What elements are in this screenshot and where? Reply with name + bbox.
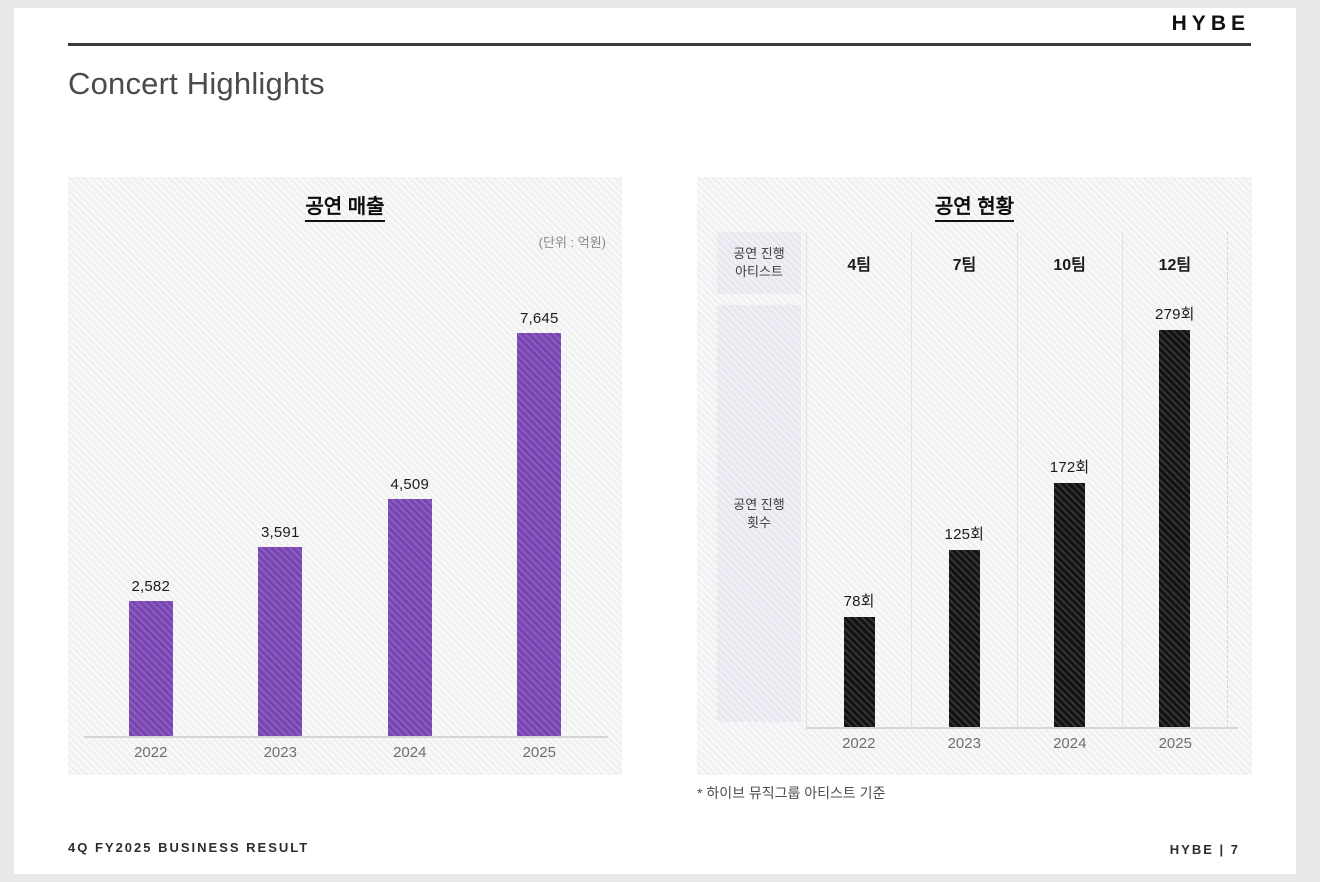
revenue-bars: 2,582 3,591 4,509 7,645 [86, 310, 604, 737]
revenue-x-labels: 2022 2023 2024 2025 [86, 744, 604, 761]
footnote: * 하이브 뮤직그룹 아티스트 기준 [697, 785, 886, 801]
revenue-bar-column: 2,582 [86, 578, 216, 737]
revenue-bar-column: 4,509 [345, 476, 475, 737]
revenue-bar [387, 499, 432, 737]
revenue-bar-column: 7,645 [475, 310, 605, 737]
status-chart-panel: 공연 현황 공연 진행 아티스트 공연 진행 횟수 4팀 78회 7팀 125회 10팀… [697, 177, 1252, 775]
bar-value-label: 7,645 [519, 310, 559, 327]
hybe-logo: HYBE [1171, 12, 1250, 35]
header-rule [68, 43, 1251, 46]
x-axis-label: 2025 [522, 744, 556, 761]
revenue-x-axis [84, 736, 608, 738]
bar-value-label: 4,509 [390, 476, 430, 493]
status-year-column: 10팀 172회 [1016, 232, 1122, 728]
revenue-bar-column: 3,591 [216, 524, 346, 737]
x-axis-label: 2022 [842, 735, 876, 752]
status-bar [843, 617, 875, 728]
bar-value-label: 2,582 [131, 578, 171, 595]
status-columns: 4팀 78회 7팀 125회 10팀 172회 12팀 279회 [806, 232, 1228, 728]
x-axis-label: 2023 [947, 735, 981, 752]
bar-value-label: 3,591 [260, 524, 300, 541]
revenue-bar [517, 333, 562, 737]
status-year-column: 12팀 279회 [1121, 232, 1228, 728]
row-header-artists: 공연 진행 아티스트 [717, 232, 801, 294]
status-year-column: 4팀 78회 [806, 232, 911, 728]
bar-value-label: 279회 [1155, 306, 1195, 323]
artist-count-label: 10팀 [1053, 257, 1086, 274]
artist-count-label: 12팀 [1158, 257, 1192, 274]
footer-report-name: 4Q FY2025 BUSINESS RESULT [68, 840, 310, 855]
status-bar [1054, 483, 1086, 728]
x-axis-label: 2023 [263, 744, 297, 761]
status-bar-area: 125회 [912, 294, 1016, 728]
artist-count-label: 4팀 [847, 257, 871, 274]
bar-value-label: 125회 [944, 526, 985, 543]
revenue-chart-title: 공연 매출 [68, 190, 622, 222]
status-bar-area: 172회 [1018, 294, 1122, 728]
bar-value-label: 172회 [1049, 459, 1090, 476]
revenue-chart-panel: 공연 매출 (단위 : 억원) 2,582 3,591 4,509 7,645 202… [68, 177, 622, 775]
row-header-shows: 공연 진행 횟수 [717, 305, 801, 722]
x-axis-label: 2025 [1158, 735, 1192, 752]
x-axis-label: 2024 [1053, 735, 1087, 752]
status-x-axis [806, 727, 1238, 729]
x-axis-label: 2024 [393, 744, 427, 761]
status-year-column: 7팀 125회 [911, 232, 1016, 728]
page-title: Concert Highlights [68, 66, 325, 101]
footer-page-number: HYBE | 7 [1169, 842, 1240, 857]
status-bar-area: 78회 [807, 294, 911, 728]
status-x-labels: 2022 2023 2024 2025 [806, 735, 1228, 752]
revenue-bar [258, 547, 303, 737]
status-chart-title: 공연 현황 [697, 190, 1252, 222]
x-axis-label: 2022 [134, 744, 168, 761]
unit-label: (단위 : 억원) [538, 235, 606, 250]
artist-count-label: 7팀 [952, 257, 977, 274]
bar-value-label: 78회 [843, 593, 875, 610]
status-bar [948, 550, 980, 728]
status-bar-area: 279회 [1123, 294, 1227, 728]
status-bar [1159, 330, 1191, 728]
revenue-bar [128, 601, 173, 737]
